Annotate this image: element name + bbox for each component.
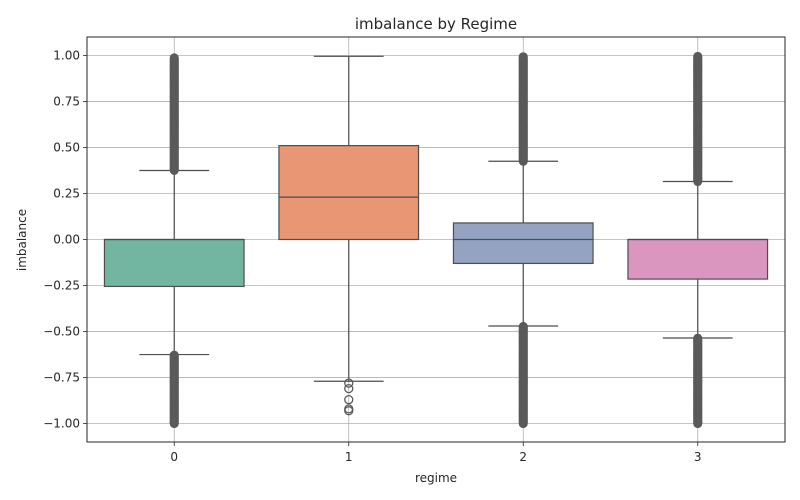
outlier-point xyxy=(344,395,354,405)
x-axis-ticks: 0 1 2 3 xyxy=(170,442,702,464)
y-axis-label: imbalance xyxy=(15,209,29,271)
x-tick-label: 3 xyxy=(694,450,702,464)
outlier-point xyxy=(693,333,703,343)
box-iqr xyxy=(278,145,420,241)
outlier-point xyxy=(344,406,354,416)
box-iqr xyxy=(103,238,245,288)
outlier-point xyxy=(344,378,354,388)
outlier-point xyxy=(518,52,528,62)
x-tick-label: 1 xyxy=(345,450,353,464)
x-axis-label: regime xyxy=(415,471,457,485)
y-tick-label: 0.00 xyxy=(53,233,80,247)
box-iqr xyxy=(627,238,769,280)
box-iqr xyxy=(452,222,594,265)
y-axis-ticks: 1.00 0.75 0.50 0.25 0.00 −0.25 −0.50 −0.75 −1.00 xyxy=(43,48,87,431)
box-2 xyxy=(452,52,594,429)
y-tick-label: 0.50 xyxy=(53,140,80,154)
y-tick-label: −0.75 xyxy=(43,371,80,385)
y-tick-label: 0.75 xyxy=(53,94,80,108)
outlier-point xyxy=(344,383,354,394)
y-tick-label: 1.00 xyxy=(53,48,80,62)
boxes-layer xyxy=(103,51,769,429)
x-tick-label: 0 xyxy=(170,450,178,464)
box-1 xyxy=(278,55,420,416)
chart-title: imbalance by Regime xyxy=(355,15,517,33)
box-3 xyxy=(627,51,769,429)
outlier-point xyxy=(518,321,528,331)
box-0 xyxy=(103,53,245,429)
outlier-point xyxy=(169,350,179,360)
y-tick-label: −0.50 xyxy=(43,325,80,339)
outlier-point xyxy=(169,53,179,63)
y-tick-label: −1.00 xyxy=(43,417,80,431)
y-tick-label: −0.25 xyxy=(43,279,80,293)
outlier-point xyxy=(693,51,703,61)
y-tick-label: 0.25 xyxy=(53,186,80,200)
x-tick-label: 2 xyxy=(519,450,527,464)
